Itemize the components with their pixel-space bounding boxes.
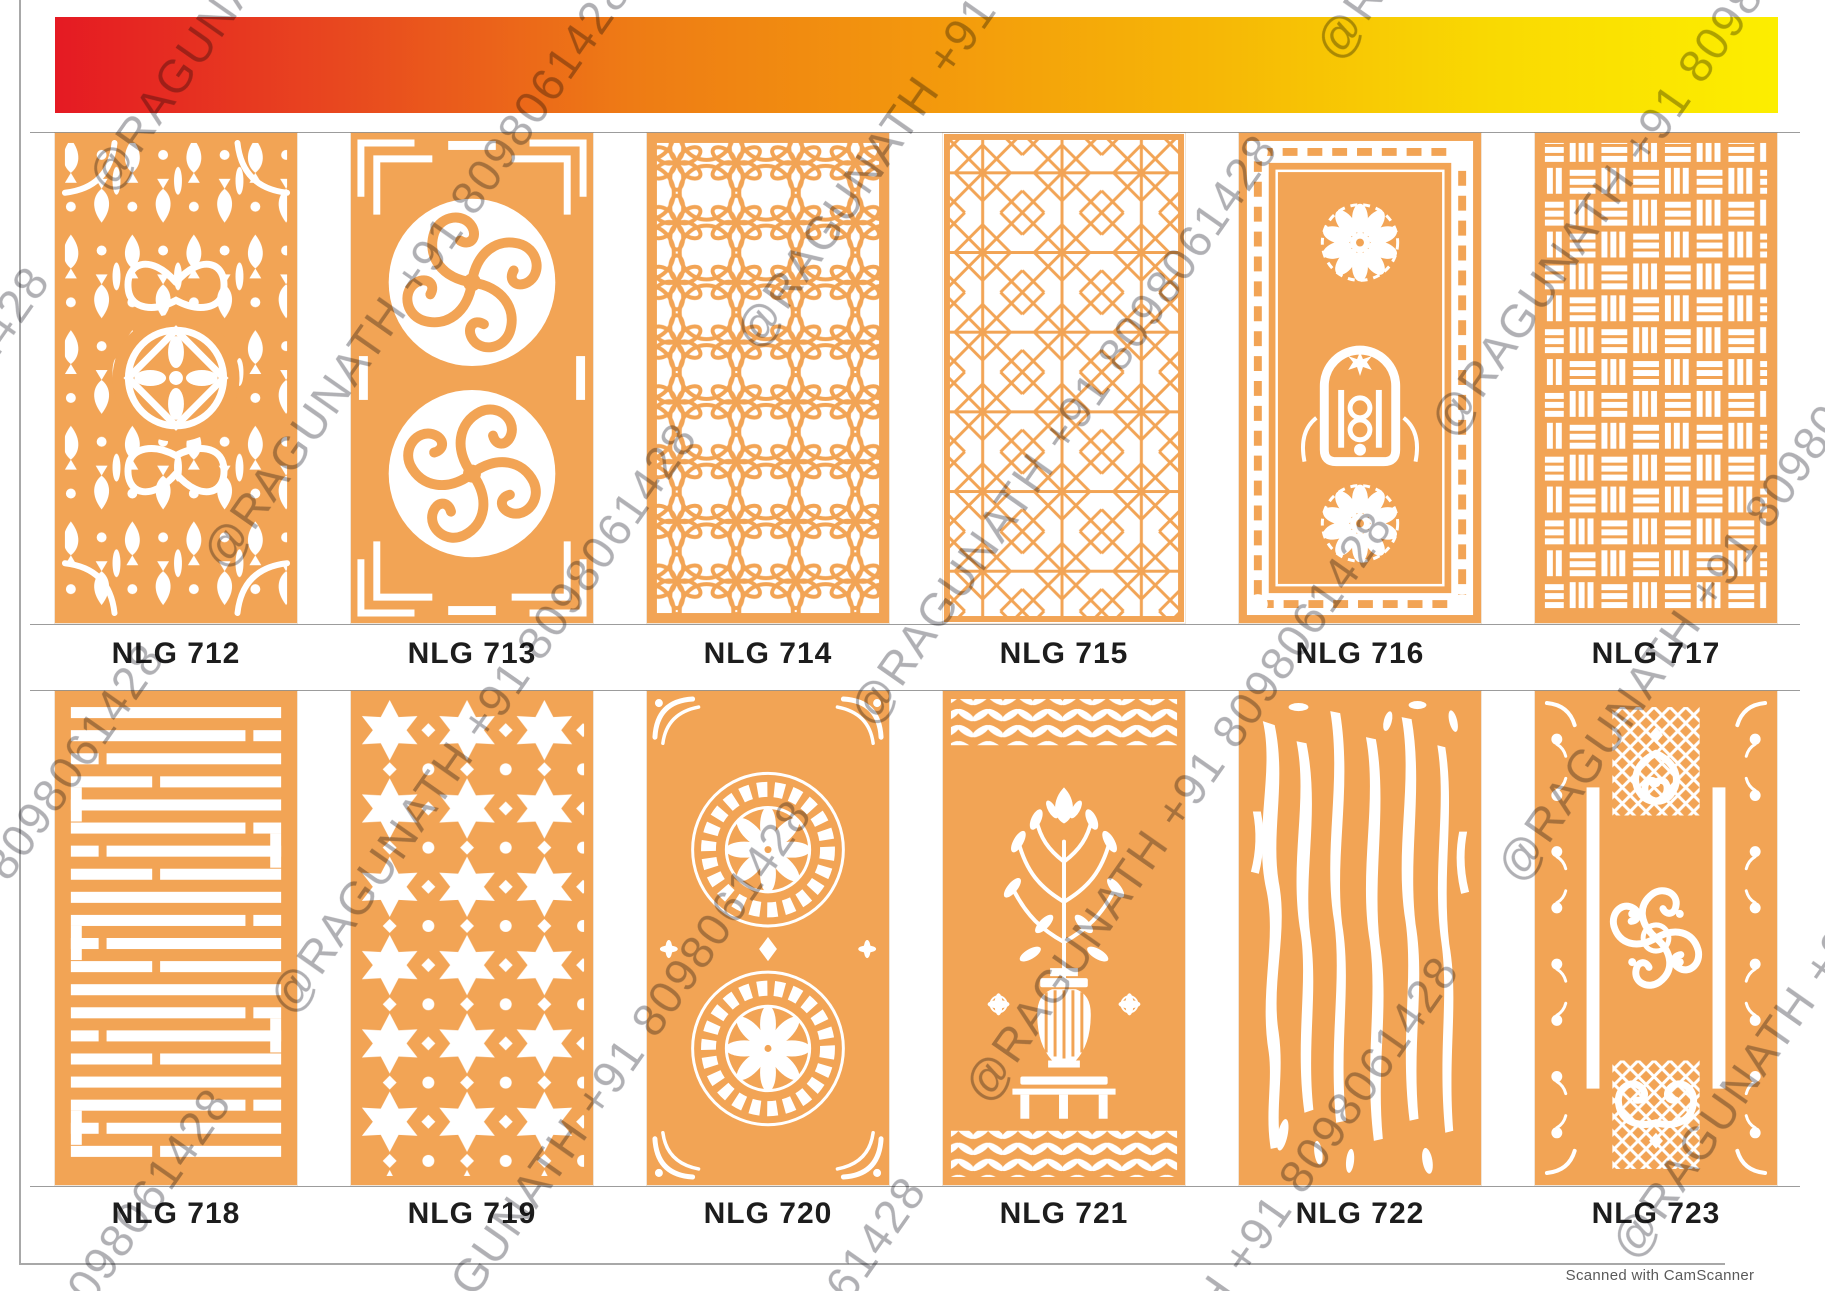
panel-nlg-714: NLG 714 xyxy=(646,132,890,671)
panel-label: NLG 719 xyxy=(407,1197,537,1230)
panel-nlg-722: NLG 722 xyxy=(1238,690,1482,1231)
panel-art-star-lattice xyxy=(942,132,1186,624)
panel-label: NLG 714 xyxy=(703,637,833,670)
panel-art-arch-rosette xyxy=(1238,132,1482,624)
scanner-credit: Scanned with CamScanner xyxy=(1565,1267,1755,1284)
gradient-header-bar xyxy=(55,17,1778,113)
panel-art-star-burst xyxy=(350,690,594,1186)
panel-nlg-717: NLG 717 xyxy=(1534,132,1778,671)
panel-art-basket-weave xyxy=(1534,132,1778,624)
page-bottom-border xyxy=(19,1263,1725,1265)
panel-label: NLG 723 xyxy=(1591,1197,1721,1230)
panel-label: NLG 717 xyxy=(1591,637,1721,670)
panel-art-scroll-trellis xyxy=(1534,690,1778,1186)
panel-art-rosette-medallions xyxy=(646,690,890,1186)
panel-art-organic-branches xyxy=(1238,690,1482,1186)
row1-top-rule xyxy=(30,132,1800,133)
page-left-border xyxy=(19,0,21,1265)
panel-nlg-716: NLG 716 xyxy=(1238,132,1482,671)
row2-top-rule xyxy=(30,690,1800,691)
panel-nlg-719: NLG 719 xyxy=(350,690,594,1231)
panel-label: NLG 722 xyxy=(1295,1197,1425,1230)
panel-label: NLG 721 xyxy=(999,1197,1129,1230)
panel-label: NLG 720 xyxy=(703,1197,833,1230)
panel-nlg-712: NLG 712 xyxy=(54,132,298,671)
panel-label: NLG 713 xyxy=(407,637,537,670)
panel-label: NLG 715 xyxy=(999,637,1129,670)
panel-art-maze-bars xyxy=(54,690,298,1186)
panel-nlg-723: NLG 723 xyxy=(1534,690,1778,1231)
panel-nlg-721: NLG 721 xyxy=(942,690,1186,1231)
panel-label: NLG 718 xyxy=(111,1197,241,1230)
panel-art-damask-ornament xyxy=(54,132,298,624)
panel-art-fret-acanthus xyxy=(350,132,594,624)
panel-label: NLG 716 xyxy=(1295,637,1425,670)
panel-art-flower-vase xyxy=(942,690,1186,1186)
panel-art-circle-flower-lattice xyxy=(646,132,890,624)
panel-nlg-720: NLG 720 xyxy=(646,690,890,1231)
panel-nlg-713: NLG 713 xyxy=(350,132,594,671)
panel-row-2: NLG 718 xyxy=(54,690,1778,1231)
panel-row-1: NLG 712 xyxy=(54,132,1778,671)
row1-bottom-rule xyxy=(30,624,1800,625)
panel-label: NLG 712 xyxy=(111,637,241,670)
panel-nlg-718: NLG 718 xyxy=(54,690,298,1231)
panel-nlg-715: NLG 715 xyxy=(942,132,1186,671)
row2-bottom-rule xyxy=(30,1186,1800,1187)
